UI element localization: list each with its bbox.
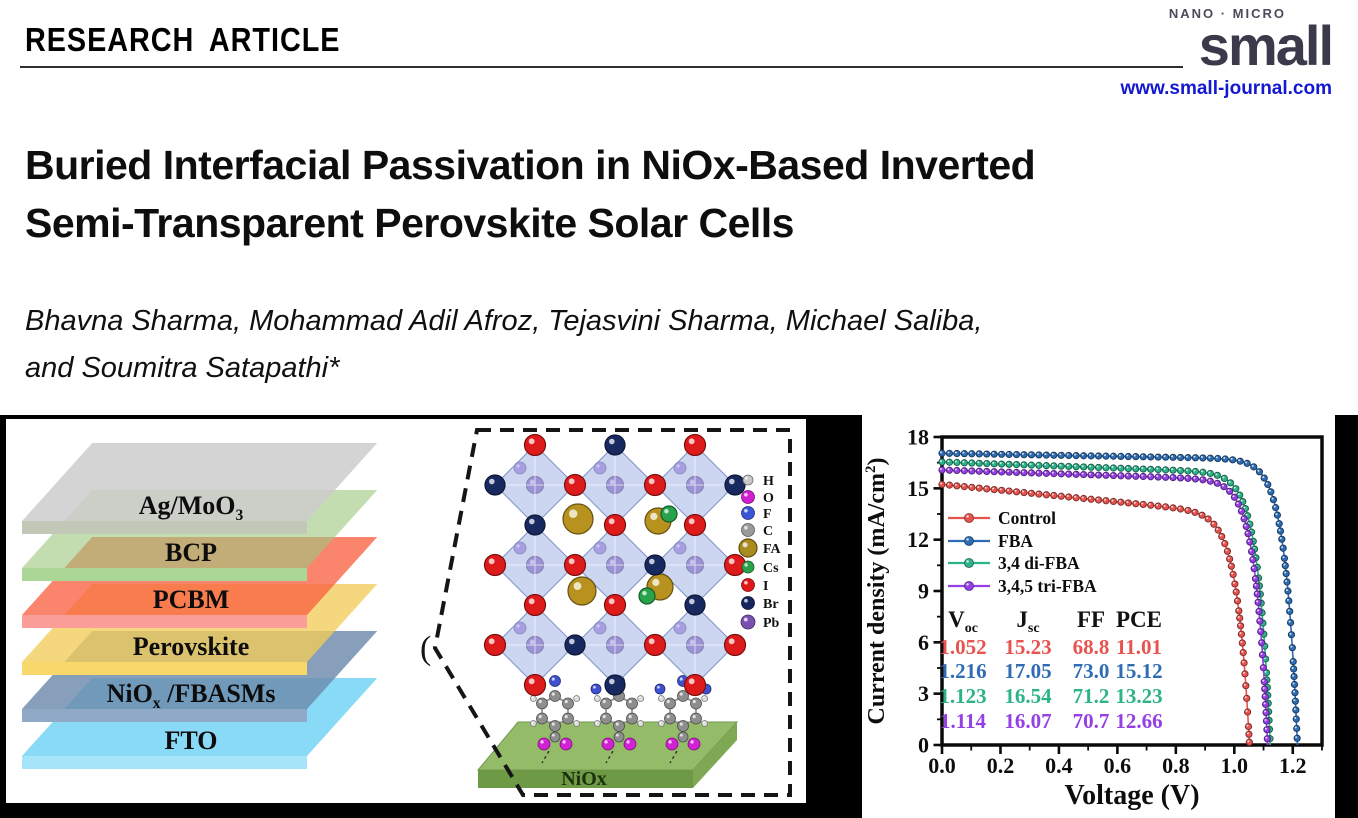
y-tick-label: 9 xyxy=(918,579,929,604)
table-cell: 1.123 xyxy=(939,684,986,708)
x-axis-title: Voltage (V) xyxy=(1064,780,1199,811)
paper-title-line1: Buried Interfacial Passivation in NiOx-B… xyxy=(25,142,1036,188)
jv-chart-panel: 0.0 0.2 0.4 0.6 0.8 1.0 1.2 0 3 6 9 12 15 18 Voltage (… xyxy=(862,415,1335,818)
stack-layer-edge xyxy=(22,521,307,534)
table-cell: 1.114 xyxy=(940,709,987,733)
table-cell: 15.23 xyxy=(1004,635,1051,659)
table-header: Voc xyxy=(948,607,978,636)
table-cell: 17.05 xyxy=(1004,659,1051,683)
chart-axes: 0.0 0.2 0.4 0.6 0.8 1.0 1.2 0 3 6 9 12 15 18 xyxy=(907,425,1324,778)
table-cell: 11.01 xyxy=(1116,635,1162,659)
stack-layer-label: Ag/MoO3 xyxy=(138,491,244,525)
stack-layer-label: PCBM xyxy=(152,585,230,614)
paper-title: Buried Interfacial Passivation in NiOx-B… xyxy=(25,136,1036,252)
y-tick-label: 3 xyxy=(918,681,929,706)
table-header: FF xyxy=(1077,607,1105,632)
journal-logo-name: small xyxy=(1198,14,1334,77)
table-cell: 16.07 xyxy=(1004,709,1051,733)
chart-legend-label: 3,4,5 tri-FBA xyxy=(998,576,1097,596)
journal-logo-topline: NANO · MICRO xyxy=(1168,6,1286,21)
stack-layer-label: NiOx /FBASMs xyxy=(106,679,276,713)
table-header: PCE xyxy=(1116,607,1162,632)
stack-layer-edge xyxy=(22,568,307,581)
table-cell: 12.66 xyxy=(1115,709,1162,733)
table-cell: 1.052 xyxy=(939,635,986,659)
stack-layer-label: Perovskite xyxy=(132,632,250,661)
performance-table: Voc Jsc FF PCE 1.052 15.23 68.8 11.01 1.216 17.05… xyxy=(939,607,1162,733)
header-rule xyxy=(20,66,1183,68)
x-tick-label: 0.4 xyxy=(1045,753,1073,778)
device-and-crystal-panel: Ag/MoO3 BCP PCBM Perovskite NiOx /FBASMs FTO … xyxy=(6,419,806,803)
jv-curves xyxy=(938,449,1301,746)
stack-layer-edge xyxy=(22,756,307,769)
stack-layer-edge xyxy=(22,709,307,722)
journal-url-link[interactable]: www.small-journal.com xyxy=(1120,78,1332,100)
chart-legend-label: 3,4 di-FBA xyxy=(998,553,1080,573)
table-cell: 71.2 xyxy=(1073,684,1110,708)
x-tick-label: 0.2 xyxy=(987,753,1015,778)
stack-layer-label: FTO xyxy=(164,726,218,755)
table-cell: 70.7 xyxy=(1073,709,1110,733)
table-header: Jsc xyxy=(1016,607,1039,636)
y-tick-label: 12 xyxy=(907,527,929,552)
jv-curve-chart: 0.0 0.2 0.4 0.6 0.8 1.0 1.2 0 3 6 9 12 15 18 Voltage (… xyxy=(863,425,1324,811)
y-tick-label: 15 xyxy=(907,476,929,501)
table-cell: 1.216 xyxy=(939,659,986,683)
x-tick-label: 0.0 xyxy=(928,753,956,778)
journal-logo: NANO · MICRO small www.small-journal.com xyxy=(1120,6,1334,100)
x-tick-label: 0.8 xyxy=(1162,753,1190,778)
table-cell: 68.8 xyxy=(1073,635,1110,659)
y-axis-title: Current density (mA/cm2) xyxy=(863,457,890,724)
table-cell: 13.23 xyxy=(1115,684,1162,708)
stack-layer-edge xyxy=(22,662,307,675)
graphical-abstract: Ag/MoO3 BCP PCBM Perovskite NiOx /FBASMs FTO … xyxy=(0,415,1358,818)
x-tick-label: 0.6 xyxy=(1104,753,1132,778)
table-cell: 15.12 xyxy=(1115,659,1162,683)
x-tick-label: 1.0 xyxy=(1221,753,1249,778)
stack-layer-label: BCP xyxy=(165,538,217,567)
device-stack-diagram: Ag/MoO3 BCP PCBM Perovskite NiOx /FBASMs FTO xyxy=(6,419,806,803)
y-tick-label: 18 xyxy=(907,425,929,450)
chart-legend-label: Control xyxy=(998,508,1056,528)
table-cell: 73.0 xyxy=(1073,659,1110,683)
article-type-kicker: RESEARCH ARTICLE xyxy=(25,22,341,59)
x-tick-label: 1.2 xyxy=(1279,753,1307,778)
y-tick-label: 6 xyxy=(918,630,929,655)
author-list-line1: Bhavna Sharma, Mohammad Adil Afroz, Teja… xyxy=(25,305,983,337)
y-tick-label: 0 xyxy=(918,733,929,758)
table-cell: 16.54 xyxy=(1004,684,1052,708)
author-list-line2: and Soumitra Satapathi* xyxy=(25,352,340,384)
author-list: Bhavna Sharma, Mohammad Adil Afroz, Teja… xyxy=(25,298,982,392)
stack-layer-edge xyxy=(22,615,307,628)
paper-title-line2: Semi-Transparent Perovskite Solar Cells xyxy=(25,200,794,246)
chart-legend-label: FBA xyxy=(998,531,1033,551)
